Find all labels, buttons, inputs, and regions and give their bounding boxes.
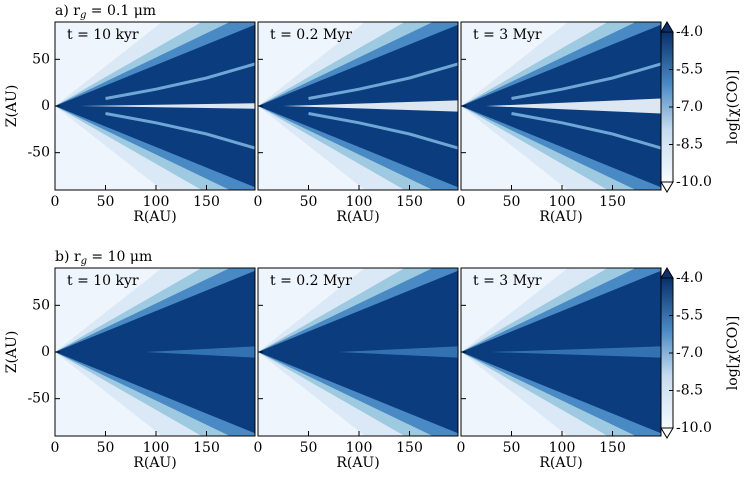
y-tick-label: 50 <box>32 297 50 313</box>
y-tick-label: 0 <box>41 344 50 360</box>
colorbar-tick-label: -8.5 <box>676 383 703 399</box>
title-part: g <box>80 10 86 21</box>
heatmap-region <box>511 111 661 150</box>
y-tick-label: 0 <box>41 98 50 114</box>
colorbar-tick-label: -4.0 <box>676 270 703 286</box>
title-part: = 0.1 μm <box>86 3 156 19</box>
x-tick-label: 150 <box>599 194 626 210</box>
x-tick-label: 50 <box>503 194 521 210</box>
x-tick-label: 0 <box>457 194 466 210</box>
heatmap-region <box>486 98 661 114</box>
x-tick-label: 150 <box>193 440 220 456</box>
row-title: a) rg = 0.1 μm <box>55 3 156 21</box>
title-part: = 10 μm <box>87 249 152 265</box>
heatmap-region <box>511 62 661 101</box>
x-axis-label: R(AU) <box>539 455 582 471</box>
x-axis-label: R(AU) <box>133 455 176 471</box>
heatmap <box>258 268 458 436</box>
heatmap-region <box>491 346 661 358</box>
colorbar-tick-label: -10.0 <box>676 174 712 190</box>
heatmap <box>55 268 255 436</box>
x-tick-label: 50 <box>300 194 318 210</box>
x-tick-label: 0 <box>51 440 60 456</box>
colorbar-extend <box>660 267 674 279</box>
x-tick-label: 100 <box>143 440 170 456</box>
x-axis-label: R(AU) <box>336 209 379 225</box>
y-tick-label: -50 <box>27 145 50 161</box>
y-tick-label: 50 <box>32 51 50 67</box>
x-tick-label: 150 <box>193 194 220 210</box>
heatmap-region <box>105 111 255 150</box>
x-tick-label: 150 <box>599 440 626 456</box>
heatmap-region <box>80 103 255 109</box>
panel-label: t = 10 kyr <box>67 27 139 43</box>
heatmap <box>461 268 661 436</box>
title-part: a) r <box>55 3 80 19</box>
colorbar-extend <box>660 21 674 33</box>
x-tick-label: 100 <box>549 440 576 456</box>
heatmap <box>55 22 255 190</box>
heatmap-region <box>338 346 458 358</box>
x-axis-label: R(AU) <box>336 455 379 471</box>
y-axis-label: Z(AU) <box>4 85 20 128</box>
x-tick-label: 100 <box>346 440 373 456</box>
x-tick-label: 100 <box>143 194 170 210</box>
title-part: g <box>81 256 87 267</box>
heatmap <box>461 22 661 190</box>
heatmap-region <box>308 111 458 150</box>
x-tick-label: 0 <box>254 440 263 456</box>
row-title: b) rg = 10 μm <box>55 249 152 267</box>
heatmap <box>258 22 458 190</box>
x-tick-label: 0 <box>457 440 466 456</box>
heatmap-region <box>283 100 458 112</box>
panel-label: t = 0.2 Myr <box>270 27 352 43</box>
x-axis-label: R(AU) <box>539 209 582 225</box>
x-tick-label: 0 <box>254 194 263 210</box>
title-part: b) r <box>55 249 81 265</box>
x-tick-label: 150 <box>396 194 423 210</box>
x-axis-label: R(AU) <box>133 209 176 225</box>
y-tick-label: -50 <box>27 391 50 407</box>
heatmap-region <box>145 346 255 358</box>
panel-label: t = 0.2 Myr <box>270 273 352 289</box>
x-tick-label: 50 <box>503 440 521 456</box>
colorbar-tick-label: -8.5 <box>676 137 703 153</box>
colorbar-label: log[χ(CO)] <box>725 316 741 390</box>
colorbar-tick-label: -7.0 <box>676 345 703 361</box>
colorbar-extend <box>660 427 674 439</box>
colorbar-tick-label: -4.0 <box>676 24 703 40</box>
colorbar-label: log[χ(CO)] <box>725 70 741 144</box>
x-tick-label: 100 <box>549 194 576 210</box>
x-tick-label: 50 <box>97 440 115 456</box>
panel-label: t = 3 Myr <box>473 273 542 289</box>
heatmap-region <box>308 62 458 101</box>
panel-label: t = 3 Myr <box>473 27 542 43</box>
x-tick-label: 50 <box>97 194 115 210</box>
x-tick-label: 50 <box>300 440 318 456</box>
colorbar-tick-label: -5.5 <box>676 308 703 324</box>
heatmap-region <box>105 62 255 101</box>
colorbar-tick-label: -10.0 <box>676 420 712 436</box>
x-tick-label: 150 <box>396 440 423 456</box>
y-axis-label: Z(AU) <box>4 331 20 374</box>
x-tick-label: 0 <box>51 194 60 210</box>
panel-label: t = 10 kyr <box>67 273 139 289</box>
colorbar-tick-label: -7.0 <box>676 99 703 115</box>
colorbar-tick-label: -5.5 <box>676 62 703 78</box>
colorbar-extend <box>660 181 674 193</box>
x-tick-label: 100 <box>346 194 373 210</box>
